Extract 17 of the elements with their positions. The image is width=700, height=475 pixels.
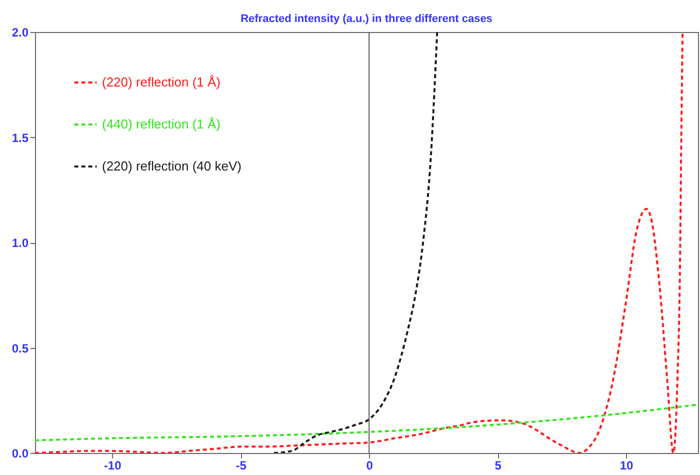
line-series xyxy=(272,32,438,453)
x-tick-label: -10 xyxy=(104,458,122,472)
y-tick-label: 2.0 xyxy=(12,26,29,40)
y-tick-label: 0.5 xyxy=(12,341,29,356)
legend-label: (440) reflection (1 Å) xyxy=(102,116,220,132)
line-series xyxy=(35,32,684,453)
x-tick-label: -5 xyxy=(236,458,247,472)
chart-title: Refracted intensity (a.u.) in three different cases xyxy=(240,13,492,25)
y-tick-label: 1.5 xyxy=(12,130,29,145)
y-tick-label: 1.0 xyxy=(12,236,29,250)
legend-label: (220) reflection (1 Å) xyxy=(102,74,220,90)
x-tick-label: 5 xyxy=(494,458,502,472)
legend-label: (220) reflection (40 keV) xyxy=(102,158,242,174)
x-tick-label: 10 xyxy=(620,458,634,472)
y-tick-label: 0.0 xyxy=(12,446,29,460)
x-tick-label: 0 xyxy=(366,458,374,472)
line-series xyxy=(35,404,698,442)
